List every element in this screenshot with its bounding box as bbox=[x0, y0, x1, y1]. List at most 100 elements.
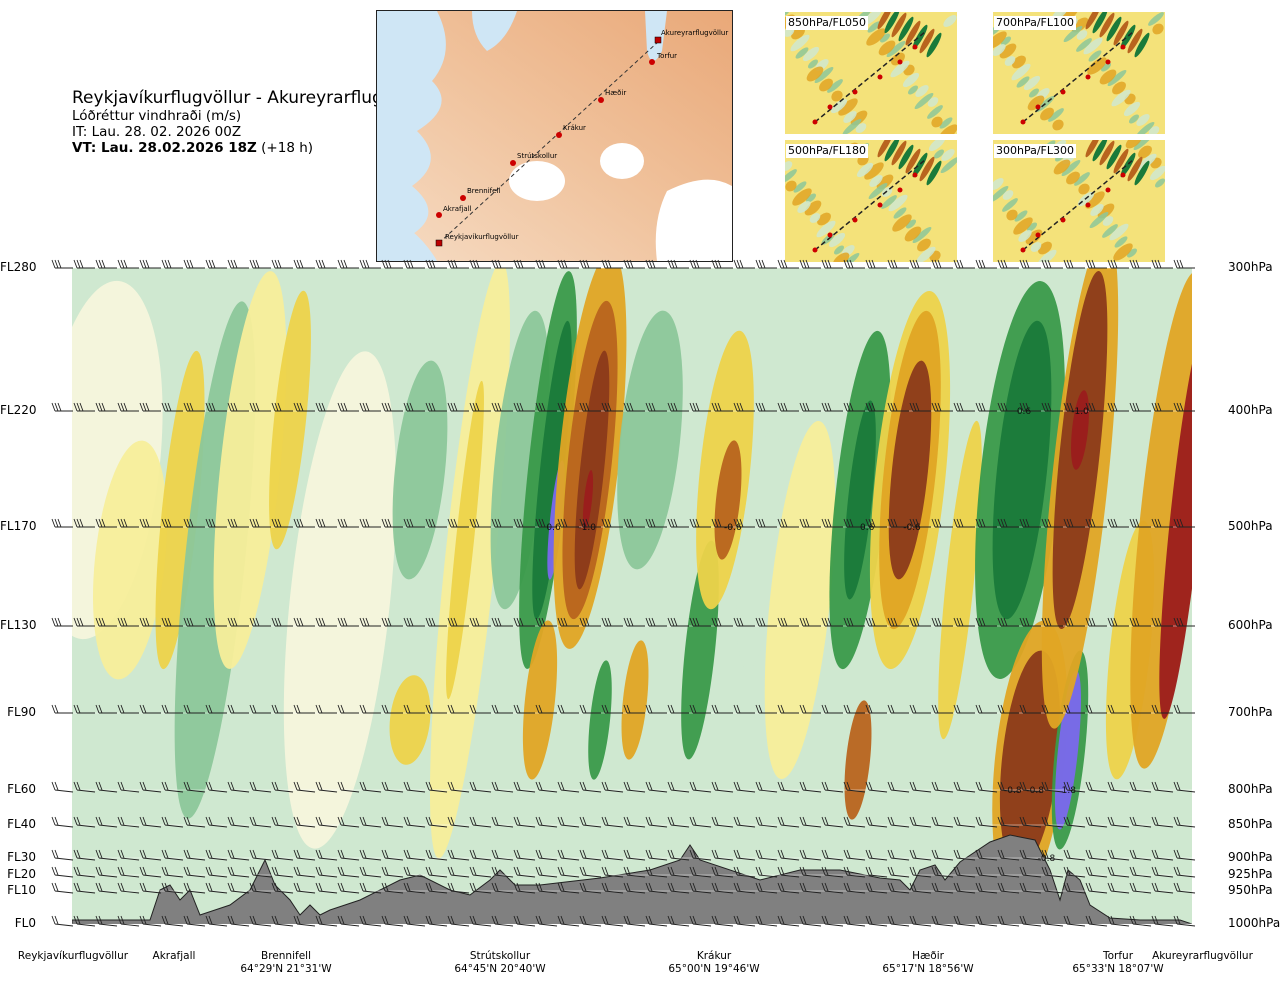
wind-barb bbox=[1063, 518, 1085, 528]
wind-barb bbox=[337, 849, 360, 861]
inset-cell bbox=[793, 181, 807, 193]
right-axis-label: 850hPa bbox=[1228, 817, 1273, 831]
wind-barb bbox=[205, 866, 228, 878]
wind-barbs bbox=[51, 259, 1196, 927]
right-axis-label: 400hPa bbox=[1228, 403, 1273, 417]
wind-barb bbox=[315, 882, 338, 894]
wind-barb bbox=[953, 816, 976, 828]
wind-barb bbox=[51, 882, 74, 894]
wind-barb bbox=[1041, 866, 1064, 878]
inset-point bbox=[1105, 187, 1111, 193]
field-cell-4 bbox=[213, 271, 287, 669]
wind-barb bbox=[117, 849, 140, 861]
wind-barb bbox=[73, 849, 96, 861]
wind-barb bbox=[315, 849, 338, 861]
wind-barb bbox=[843, 617, 865, 627]
wind-barb bbox=[667, 866, 690, 878]
inset-cell bbox=[941, 149, 955, 161]
wind-barb bbox=[601, 518, 623, 528]
wind-barb bbox=[1085, 617, 1107, 627]
wind-barb bbox=[1151, 704, 1173, 714]
wind-barb bbox=[601, 781, 624, 793]
contour-label: 0.6 bbox=[1017, 407, 1032, 417]
wind-barb bbox=[513, 402, 535, 412]
wind-barb bbox=[733, 617, 755, 627]
wind-barb bbox=[953, 402, 975, 412]
wind-barb bbox=[205, 704, 227, 714]
wind-barb bbox=[139, 781, 162, 793]
wind-barb bbox=[975, 617, 997, 627]
inset-cell bbox=[1040, 107, 1054, 121]
map-point-brennifell bbox=[460, 195, 466, 201]
wind-barb bbox=[799, 704, 821, 714]
wind-barb bbox=[755, 704, 777, 714]
field-cell-25 bbox=[714, 440, 742, 560]
wind-barb bbox=[359, 617, 381, 627]
inset-point bbox=[852, 89, 858, 95]
wind-barb bbox=[645, 849, 668, 861]
wind-barb bbox=[161, 915, 184, 927]
wind-barb bbox=[513, 518, 535, 528]
inset-cell bbox=[906, 219, 916, 229]
wind-barb bbox=[535, 882, 558, 894]
x-location-label: Reykjavíkurflugvöllur bbox=[8, 950, 138, 963]
field-cell-34 bbox=[938, 420, 982, 740]
wind-barb bbox=[623, 402, 645, 412]
wind-barb bbox=[381, 704, 403, 714]
wind-barb bbox=[271, 704, 293, 714]
wind-barb bbox=[843, 816, 866, 828]
x-location-name: Krákur bbox=[696, 950, 732, 962]
wind-barb bbox=[1063, 781, 1086, 793]
wind-barb bbox=[1173, 866, 1196, 878]
wind-barb bbox=[469, 915, 492, 927]
wind-barb bbox=[931, 816, 954, 828]
map-point-akrafjall bbox=[436, 212, 442, 218]
field-cell-36 bbox=[992, 320, 1052, 620]
wind-barb bbox=[161, 518, 183, 528]
inset-cell bbox=[1027, 222, 1037, 232]
x-location-label: Akureyrarflugvöllur bbox=[1130, 950, 1275, 963]
wind-barb bbox=[139, 849, 162, 861]
wind-barb bbox=[425, 402, 447, 412]
wind-barb bbox=[909, 518, 931, 528]
wind-barb bbox=[843, 704, 865, 714]
inset-band bbox=[1106, 16, 1122, 42]
wind-barb bbox=[843, 402, 865, 412]
contour-label: -0.8 bbox=[1026, 786, 1044, 796]
wind-barb bbox=[909, 866, 932, 878]
wind-barb bbox=[95, 617, 117, 627]
wind-barb bbox=[997, 402, 1019, 412]
inset-cell bbox=[867, 21, 881, 33]
inset-cell bbox=[1127, 248, 1137, 258]
wind-barb bbox=[249, 518, 271, 528]
wind-barb bbox=[711, 617, 733, 627]
wind-barb bbox=[73, 866, 96, 878]
inset-band bbox=[1099, 140, 1115, 166]
wind-barb bbox=[513, 882, 536, 894]
wind-barb bbox=[403, 816, 426, 828]
wind-barb bbox=[975, 882, 998, 894]
wind-barb bbox=[887, 617, 909, 627]
wind-barb bbox=[161, 617, 183, 627]
wind-barb bbox=[271, 518, 293, 528]
wind-barb bbox=[403, 402, 425, 412]
wind-barb bbox=[161, 781, 184, 793]
wind-barb bbox=[249, 402, 271, 412]
wind-barb bbox=[183, 402, 205, 412]
inset-cell bbox=[1061, 159, 1081, 177]
wind-barb bbox=[425, 849, 448, 861]
wind-barb bbox=[931, 866, 954, 878]
wind-barb bbox=[183, 518, 205, 528]
wind-barb bbox=[1129, 915, 1152, 927]
field-cell-7 bbox=[389, 675, 431, 765]
wind-barb bbox=[491, 816, 514, 828]
wind-barb bbox=[1129, 704, 1151, 714]
wind-barb bbox=[557, 781, 580, 793]
wind-barb bbox=[469, 866, 492, 878]
wind-barb bbox=[777, 866, 800, 878]
wind-barb bbox=[623, 617, 645, 627]
wind-barb bbox=[1173, 882, 1196, 894]
inset-cell bbox=[1053, 159, 1071, 175]
inset-cell bbox=[934, 149, 944, 159]
wind-barb bbox=[601, 915, 624, 927]
